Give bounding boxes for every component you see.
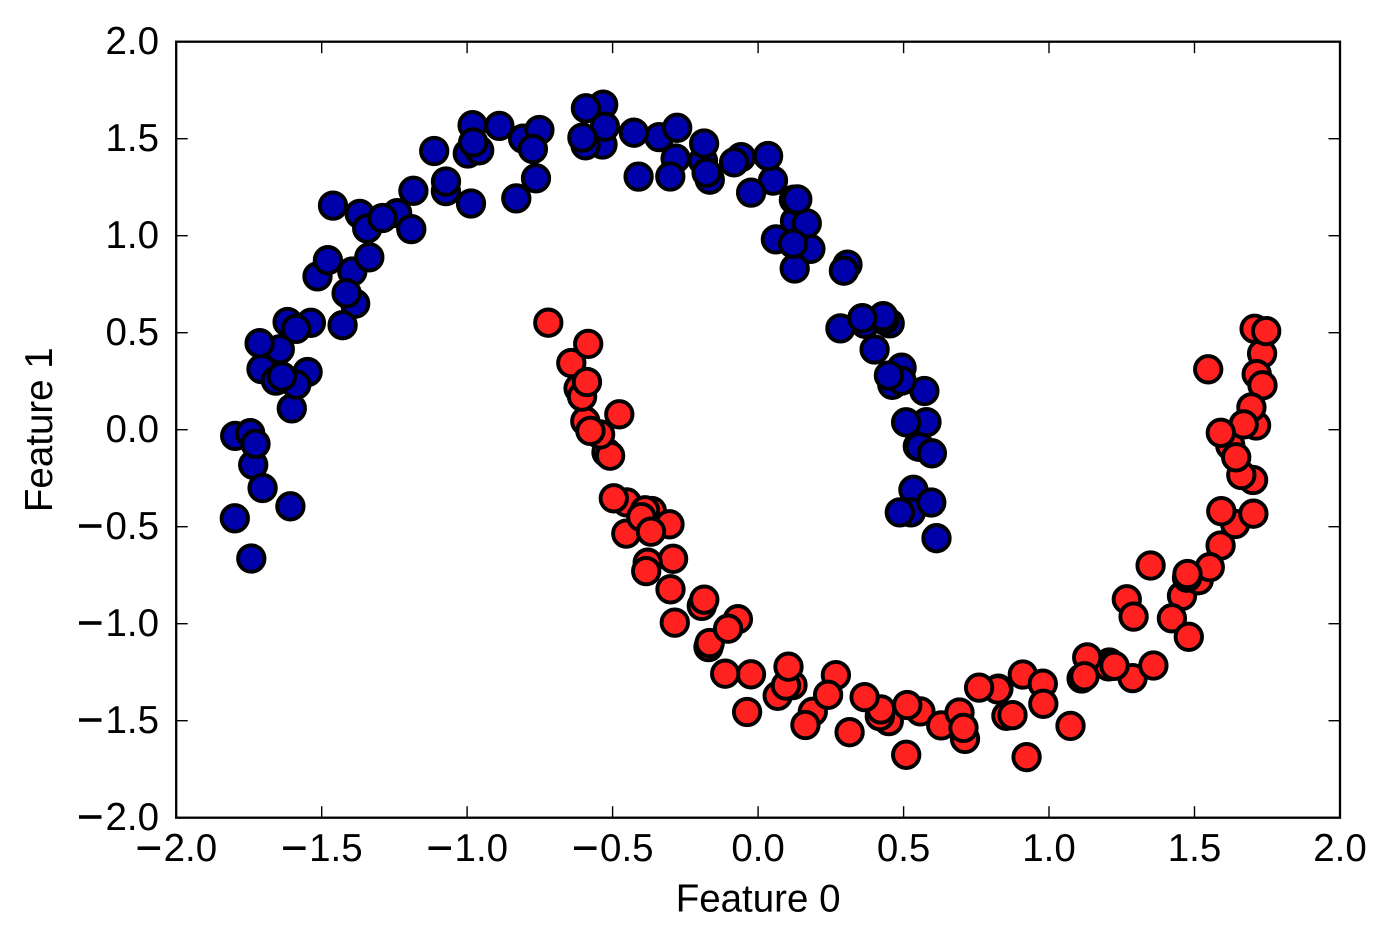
svg-text:1.5: 1.5 (1168, 827, 1222, 870)
svg-text:1.0: 1.0 (455, 827, 509, 870)
svg-text:2.0: 2.0 (105, 796, 159, 839)
svg-text:0.5: 0.5 (877, 827, 931, 870)
svg-text:2.0: 2.0 (164, 827, 218, 870)
svg-text:Feature 1: Feature 1 (18, 347, 61, 512)
svg-text:1.0: 1.0 (1022, 827, 1076, 870)
svg-text:1.5: 1.5 (105, 117, 159, 160)
svg-text:Feature 0: Feature 0 (676, 878, 841, 921)
svg-text:0.5: 0.5 (600, 827, 654, 870)
svg-text:1.0: 1.0 (105, 602, 159, 645)
svg-text:1.0: 1.0 (105, 214, 159, 257)
svg-text:0.0: 0.0 (731, 827, 785, 870)
svg-text:0.0: 0.0 (105, 408, 159, 451)
svg-text:1.5: 1.5 (105, 699, 159, 742)
svg-text:0.5: 0.5 (105, 505, 159, 548)
svg-text:2.0: 2.0 (105, 20, 159, 63)
svg-text:1.5: 1.5 (309, 827, 363, 870)
svg-text:2.0: 2.0 (1313, 827, 1367, 870)
svg-text:0.5: 0.5 (105, 311, 159, 354)
